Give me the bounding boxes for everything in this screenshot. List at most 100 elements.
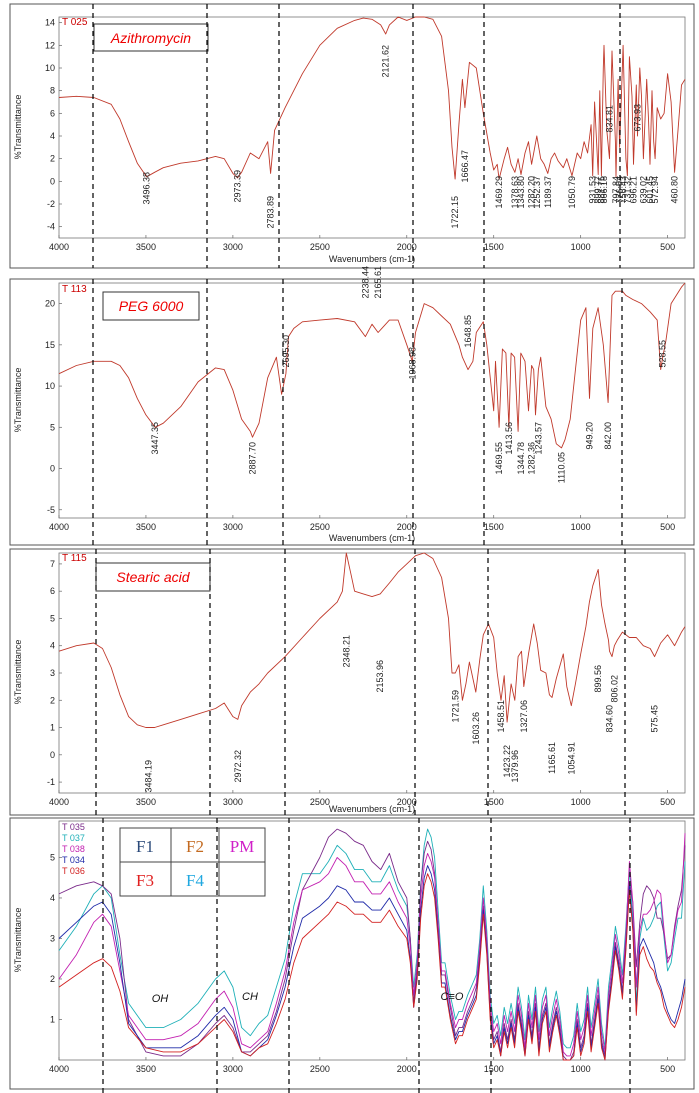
peak-label: 1469.29	[494, 176, 504, 209]
peak-label: 931.53	[588, 176, 598, 204]
peak-label: 1721.59	[450, 690, 460, 723]
peak-label: 2121.62	[381, 45, 391, 78]
peak-label: 1423.22	[502, 745, 512, 778]
peak-label: 1343.80	[516, 176, 526, 209]
peak-label: 2695.30	[281, 335, 291, 368]
y-tick-label: 4	[50, 641, 55, 651]
legend-f4: F4	[186, 871, 204, 890]
y-tick-label: 2	[50, 695, 55, 705]
legend-f1: F1	[136, 837, 154, 856]
x-ticks: 4000 3500 3000 2500 2000 1500 1000 500	[49, 790, 675, 807]
peak-label: 881.75	[596, 176, 606, 204]
legend-f2: F2	[186, 837, 204, 856]
x-tick-label: 4000	[49, 242, 69, 252]
panel-code: T 113	[62, 284, 87, 295]
peak-label: 1378.63	[510, 176, 520, 209]
y-tick-label: 5	[50, 852, 55, 862]
peak-label: 3496.38	[142, 172, 152, 205]
peak-label: 2153.96	[375, 660, 385, 693]
peak-label: 460.80	[670, 176, 680, 204]
annotation-ch: CH	[242, 991, 258, 1003]
peak-label: 1603.26	[471, 712, 481, 745]
y-tick-label: 2	[50, 974, 55, 984]
series-line	[58, 865, 686, 1061]
y-tick-label: -2	[47, 199, 55, 209]
x-tick-label: 2000	[397, 797, 417, 807]
peak-label: 2972.32	[233, 750, 243, 783]
peak-label: 1327.06	[519, 700, 529, 733]
y-tick-label: 0	[50, 176, 55, 186]
x-tick-label: 1500	[484, 797, 504, 807]
x-tick-label: 1500	[484, 1064, 504, 1074]
x-tick-label: 1500	[484, 522, 504, 532]
series-line	[58, 828, 686, 1049]
peak-label: 1666.47	[460, 150, 470, 183]
peak-label: 528.55	[658, 340, 668, 368]
y-tick-label: 10	[45, 63, 55, 73]
peak-label: 731.32	[622, 176, 632, 204]
x-tick-label: 500	[660, 242, 675, 252]
peak-label: 842.00	[603, 422, 613, 450]
spectrum-series	[58, 16, 686, 180]
x-tick-label: 1000	[571, 797, 591, 807]
y-tick-label: 4	[50, 893, 55, 903]
y-axis-label: %Transmittance	[13, 908, 23, 973]
x-tick-label: 3500	[136, 797, 156, 807]
x-axis-label: Wavenumbers (cm-1)	[329, 804, 415, 814]
y-ticks: 14 12 10 8 6 4 2 0 -2 -4	[45, 18, 62, 232]
y-tick-label: 2	[50, 154, 55, 164]
peak-label: 1110.05	[557, 452, 567, 483]
peak-label: 866.18	[599, 176, 609, 204]
x-tick-label: 3500	[136, 242, 156, 252]
series-code: T 036	[62, 866, 85, 876]
y-tick-label: 12	[45, 40, 55, 50]
x-tick-label: 2000	[397, 522, 417, 532]
x-tick-label: 500	[660, 797, 675, 807]
peak-label: 2238.44	[360, 266, 370, 299]
y-tick-label: 10	[45, 381, 55, 391]
x-tick-label: 4000	[49, 797, 69, 807]
y-tick-label: 6	[50, 108, 55, 118]
y-tick-label: 0	[50, 750, 55, 760]
x-tick-label: 2500	[310, 242, 330, 252]
x-tick-label: 3000	[223, 1064, 243, 1074]
legend-table: F1 F2 PM F3 F4	[119, 827, 266, 897]
panel-code: T 115	[62, 553, 87, 564]
x-tick-label: 2500	[310, 1064, 330, 1074]
x-tick-label: 1000	[571, 242, 591, 252]
y-tick-label: 4	[50, 131, 55, 141]
y-tick-label: 6	[50, 586, 55, 596]
peak-label: 1413.56	[504, 422, 514, 455]
series-line	[58, 833, 686, 1057]
peak-label: 834.60	[605, 705, 615, 733]
x-axis-label: Wavenumbers (cm-1)	[329, 254, 415, 264]
y-tick-label: -5	[47, 505, 55, 515]
series-code: T 035	[62, 822, 85, 832]
y-tick-label: 5	[50, 613, 55, 623]
peak-label: 834.81	[605, 105, 615, 133]
peak-label: 2348.21	[341, 635, 351, 668]
peak-label: 1282.20	[527, 176, 537, 209]
peak-label: 1165.61	[547, 742, 557, 774]
y-tick-label: 8	[50, 86, 55, 96]
peak-label: 797.84	[611, 176, 621, 204]
x-ticks: 4000 3500 3000 2500 2000 1500 1000 500	[49, 235, 675, 252]
x-axis-label: Wavenumbers (cm-1)	[329, 533, 415, 543]
spectrum-series	[58, 282, 686, 449]
series-line	[58, 552, 686, 728]
peak-label: 696.21	[629, 176, 639, 204]
annotation-oh: OH	[152, 993, 169, 1005]
peak-label: 1252.37	[532, 176, 542, 209]
peak-label: 756.43	[618, 176, 628, 204]
legend-f3: F3	[136, 871, 154, 890]
peak-labels: 3484.19 2972.32 2348.21 2153.96 1721.59 1603.…	[144, 635, 660, 793]
y-tick-label: 1	[50, 1014, 55, 1024]
peak-label: 1968.98	[407, 347, 417, 380]
x-tick-label: 1500	[484, 242, 504, 252]
series-line	[58, 873, 686, 1061]
series-code: T 037	[62, 833, 85, 843]
x-tick-label: 500	[660, 522, 675, 532]
y-tick-label: 0	[50, 464, 55, 474]
